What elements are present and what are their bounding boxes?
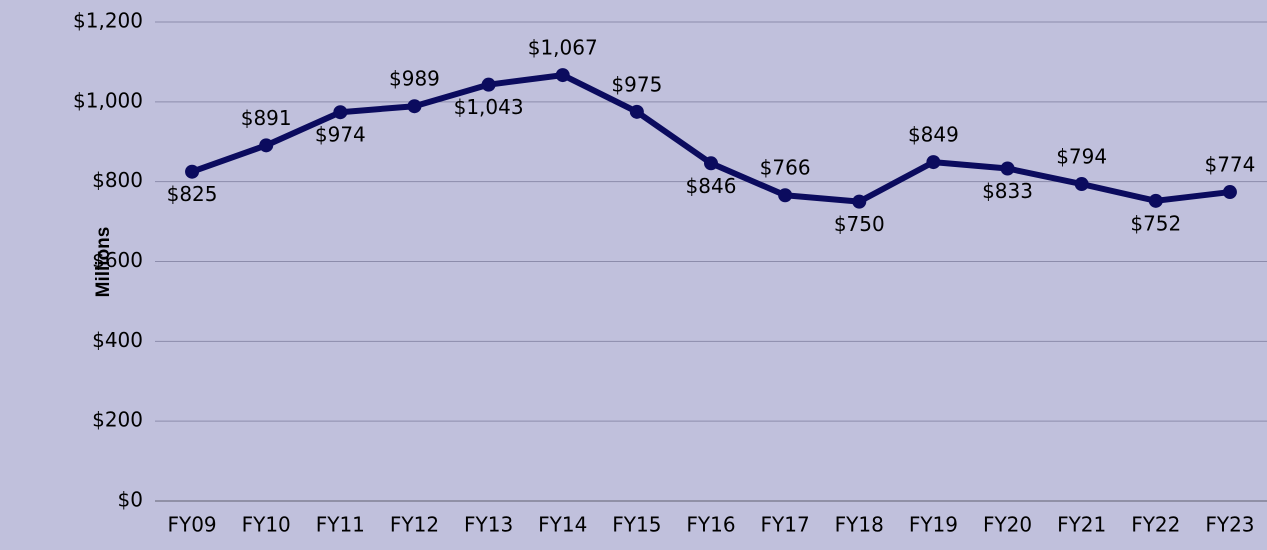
x-tick-label: FY16 — [686, 513, 735, 537]
x-tick-label: FY15 — [612, 513, 661, 537]
y-tick-label: $0 — [118, 488, 143, 512]
data-label: $989 — [389, 67, 440, 91]
data-point — [333, 105, 348, 120]
data-label: $975 — [611, 72, 662, 96]
data-label: $846 — [686, 174, 737, 198]
y-tick-label: $1,000 — [73, 88, 143, 112]
data-point — [185, 164, 200, 179]
data-point — [259, 138, 274, 153]
data-point — [1222, 185, 1237, 200]
x-tick-label: FY20 — [983, 513, 1032, 537]
x-tick-label: FY11 — [316, 513, 365, 537]
data-label: $774 — [1204, 153, 1255, 177]
y-axis-title: Millions — [93, 227, 114, 298]
data-point — [407, 99, 422, 114]
x-tick-label: FY21 — [1057, 513, 1106, 537]
y-tick-label: $600 — [92, 248, 143, 272]
data-point — [926, 155, 941, 170]
x-tick-label: FY12 — [390, 513, 439, 537]
data-label: $849 — [908, 123, 959, 147]
x-tick-label: FY22 — [1131, 513, 1180, 537]
data-point — [1074, 177, 1089, 192]
data-point — [629, 104, 644, 119]
data-label: $891 — [241, 106, 292, 130]
data-label: $794 — [1056, 145, 1107, 169]
x-tick-label: FY23 — [1205, 513, 1254, 537]
y-tick-label: $1,200 — [73, 9, 143, 33]
x-tick-label: FY17 — [761, 513, 810, 537]
x-tick-label: FY10 — [242, 513, 291, 537]
data-point — [704, 156, 718, 171]
x-tick-label: FY14 — [538, 513, 587, 537]
data-point — [1000, 161, 1015, 176]
y-tick-label: $200 — [92, 408, 143, 432]
data-point — [481, 77, 496, 92]
data-point — [852, 194, 867, 209]
data-label: $766 — [760, 156, 811, 180]
data-point — [555, 68, 570, 83]
data-label: $825 — [167, 182, 218, 206]
data-label: $833 — [982, 179, 1033, 203]
y-tick-label: $800 — [92, 168, 143, 192]
x-tick-label: FY09 — [167, 513, 216, 537]
data-point — [1148, 193, 1163, 208]
y-tick-label: $400 — [92, 328, 143, 352]
data-label: $752 — [1130, 211, 1181, 235]
x-tick-label: FY19 — [909, 513, 958, 537]
x-tick-label: FY13 — [464, 513, 513, 537]
data-label: $1,043 — [454, 95, 524, 119]
data-label: $974 — [315, 123, 366, 147]
data-label: $1,067 — [528, 36, 598, 60]
data-point — [778, 188, 793, 203]
data-label: $750 — [834, 212, 885, 236]
x-tick-label: FY18 — [835, 513, 884, 537]
